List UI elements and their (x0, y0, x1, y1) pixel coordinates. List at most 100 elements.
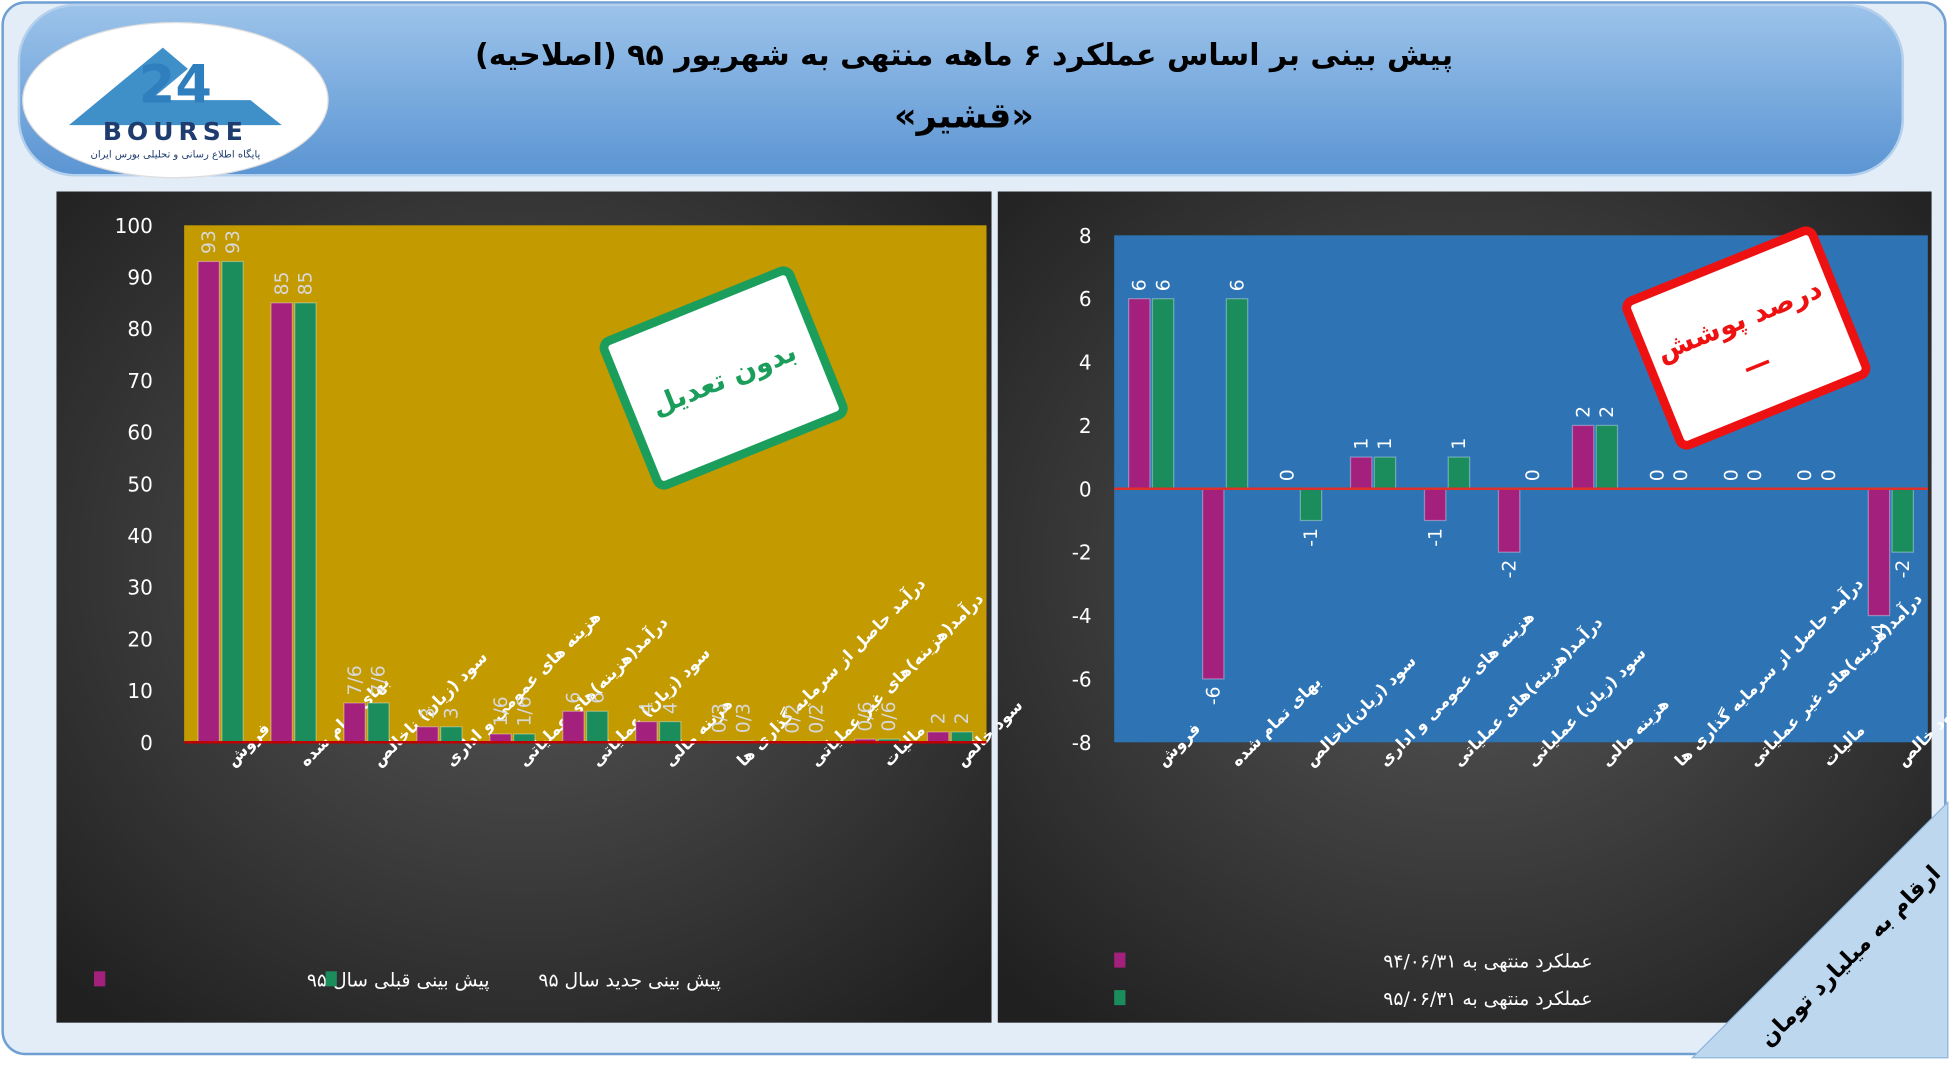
value-label: 93 (223, 230, 244, 254)
bar (926, 731, 950, 743)
bar (1373, 456, 1397, 490)
value-label: 6 (1153, 279, 1174, 291)
value-label: 0 (1721, 469, 1742, 481)
y-tick-label: 50 (127, 472, 152, 496)
annotation-box: درصد پوشش— (1622, 226, 1871, 450)
bar (1447, 456, 1471, 490)
logo-tagline: پایگاه اطلاع رسانی و تحلیلی بورس ایران (91, 149, 261, 161)
value-label: 0 (1671, 469, 1692, 481)
value-label: -1 (1301, 528, 1322, 547)
bar (1225, 298, 1249, 490)
value-label: -6 (1204, 686, 1225, 705)
bar (1201, 488, 1225, 680)
value-label: -2 (1893, 560, 1914, 579)
note-ribbon (1690, 800, 1949, 1059)
value-label: 0/3 (733, 703, 754, 733)
bar (1571, 424, 1595, 490)
annotation-box: بدون تعدیل (599, 266, 848, 490)
value-label: 6 (1227, 279, 1248, 291)
value-label: 2 (952, 712, 973, 724)
header-banner (17, 3, 1905, 177)
logo-number: 24 (139, 55, 212, 116)
value-label: 0/6 (855, 701, 876, 731)
value-label: 7/6 (345, 665, 366, 695)
bar (950, 731, 974, 743)
value-label: 1/6 (515, 696, 536, 726)
value-label: 0 (1523, 469, 1544, 481)
y-tick-label: 30 (127, 576, 152, 600)
legend-marker (94, 971, 106, 987)
value-label: 3 (442, 707, 463, 719)
y-tick-label: 6 (1079, 287, 1092, 311)
bar (635, 720, 658, 743)
value-label: 85 (296, 271, 317, 295)
y-tick-label: -8 (1072, 731, 1092, 755)
y-tick-label: 60 (127, 421, 152, 445)
logo-name: BOURSE (103, 117, 248, 146)
legend-marker (1114, 990, 1126, 1006)
y-tick-label: 0 (140, 731, 153, 755)
bar (1891, 488, 1914, 553)
value-label: 93 (199, 230, 220, 254)
bar (1151, 298, 1175, 490)
y-tick-label: 8 (1079, 224, 1092, 248)
y-tick-label: 4 (1079, 351, 1092, 375)
bar (343, 702, 366, 743)
value-label: 1 (1449, 438, 1470, 450)
y-tick-label: -6 (1072, 667, 1092, 691)
value-label: 3 (418, 707, 439, 719)
value-label: 0/6 (879, 701, 900, 731)
bar (1423, 488, 1447, 522)
value-label: 0 (1745, 469, 1766, 481)
bar (270, 302, 293, 743)
plot-area (184, 225, 987, 743)
bar (1595, 424, 1619, 490)
bar (367, 702, 390, 743)
bar (440, 726, 463, 743)
value-label: 6 (1130, 279, 1151, 291)
value-label: 0 (1277, 469, 1298, 481)
y-tick-label: 100 (115, 214, 153, 238)
legend-label: پیش بینی جدید سال ۹۵ (538, 970, 721, 991)
value-label: -2 (1499, 560, 1520, 579)
bar (1128, 298, 1151, 490)
subtitle: «قشیر» (894, 96, 1034, 137)
y-tick-label: 90 (127, 266, 152, 290)
y-tick-label: 40 (127, 524, 152, 548)
y-tick-label: 20 (127, 627, 152, 651)
value-label: 2 (1573, 406, 1594, 418)
bar (1867, 488, 1891, 617)
value-label: 0/2 (783, 704, 804, 734)
value-label: 0 (1795, 469, 1816, 481)
annotation-frame (1622, 226, 1871, 450)
bar (1299, 488, 1323, 522)
y-tick-label: 2 (1079, 414, 1092, 438)
value-label: 6 (587, 692, 608, 704)
value-label: 6 (564, 692, 585, 704)
value-label: -4 (1869, 623, 1890, 642)
value-label: 2 (1597, 406, 1618, 418)
value-label: 1 (1375, 438, 1396, 450)
value-label: 0/3 (710, 703, 731, 733)
value-label: 1 (1351, 438, 1372, 450)
bar (562, 710, 585, 743)
value-label: 7/6 (369, 665, 390, 695)
legend-label: عملکرد منتهی به ۹۴/۰۶/۳۱ (1383, 952, 1592, 973)
bar (221, 260, 244, 743)
value-label: 1/6 (491, 696, 512, 726)
bar (416, 726, 439, 743)
value-label: 0 (1647, 469, 1668, 481)
bar (197, 260, 220, 743)
y-tick-label: -4 (1072, 604, 1092, 628)
y-tick-label: 0 (1079, 477, 1092, 501)
value-label: 4 (660, 702, 681, 714)
value-label: 2 (928, 712, 949, 724)
bar (658, 720, 682, 743)
bar (1349, 456, 1373, 490)
bar (585, 710, 609, 743)
legend-label: پیش بینی قبلی سال ۹۵ (307, 970, 490, 991)
bar (1497, 488, 1521, 553)
value-label: 85 (272, 271, 293, 295)
value-label: 0/2 (806, 704, 827, 734)
